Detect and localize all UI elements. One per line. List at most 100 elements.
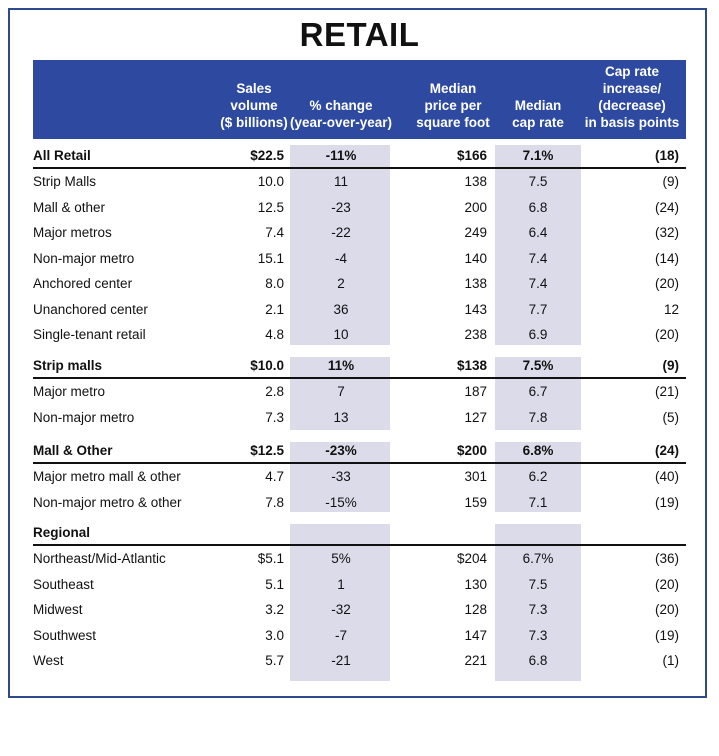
cell-value: 2 <box>337 276 345 291</box>
cell-value: (32) <box>654 225 679 240</box>
column-header-line: Cap rate <box>604 64 660 79</box>
cell-value: 138 <box>464 276 487 291</box>
cell-value: 6.7% <box>522 551 554 566</box>
cell-value: 7.3 <box>265 409 284 425</box>
section-rule <box>33 377 686 379</box>
cell-value: 2.8 <box>265 384 284 399</box>
cell-value: 13 <box>333 409 349 425</box>
cell-value: $204 <box>456 551 487 566</box>
cell-value: 128 <box>464 602 487 617</box>
cell-value: 7.4 <box>528 276 548 291</box>
cell-value: 6.8 <box>528 653 548 668</box>
cell-value: 138 <box>464 174 487 189</box>
column-header-line: % change <box>309 98 373 113</box>
column-header-pct-change: % change (year-over-year) <box>285 97 397 131</box>
table-row: Single-tenant retail 4.8 10 238 6.9 (20) <box>33 322 686 348</box>
cell-value: 7.4 <box>528 250 548 266</box>
cell-value: 10 <box>333 327 349 342</box>
row-label: Southeast <box>33 576 94 592</box>
table-row: Major metro mall & other 4.7 -33 301 6.2 (40) <box>33 464 686 490</box>
column-header-line: square foot <box>416 115 490 130</box>
cap-rate-column-shade <box>495 145 581 681</box>
cell-value: (9) <box>662 174 680 189</box>
cell-value: (5) <box>662 409 680 425</box>
cell-value: 2.1 <box>265 301 284 317</box>
table-row: West 5.7 -21 221 6.8 (1) <box>33 648 686 674</box>
row-label: Midwest <box>33 602 83 617</box>
cell-value: 12 <box>663 301 679 317</box>
cell-value: 7.1 <box>528 494 548 510</box>
row-label: Major metro <box>33 384 106 399</box>
table-row: Strip Malls 10.0 11 138 7.5 (9) <box>33 169 686 195</box>
table-row: Northeast/Mid-Atlantic $5.1 5% $204 6.7% (36) <box>33 546 686 572</box>
cell-value: (36) <box>654 551 679 566</box>
cell-value: 140 <box>464 250 487 266</box>
row-label: Non-major metro <box>33 250 135 266</box>
cell-value: -22 <box>331 225 351 240</box>
cell-value: -23 <box>331 199 351 215</box>
cell-value: -15% <box>325 494 357 510</box>
cell-value: 3.0 <box>265 627 284 643</box>
cell-value: 143 <box>464 301 487 317</box>
section-header-row: Strip malls $10.0 11% $138 7.5% (9) <box>33 353 686 379</box>
cell-value: 6.7 <box>528 384 548 399</box>
column-header-line: price per <box>424 98 482 113</box>
cell-value: (19) <box>654 627 679 643</box>
table-row: Non-major metro 7.3 13 127 7.8 (5) <box>33 405 686 431</box>
row-label: Single-tenant retail <box>33 327 146 342</box>
pct-change-column-shade <box>290 145 390 681</box>
cell-value: (24) <box>654 443 679 458</box>
cell-value: (24) <box>654 199 679 215</box>
cell-value: 5.1 <box>265 576 284 592</box>
cell-value: (14) <box>654 250 679 266</box>
table-row: Mall & other 12.5 -23 200 6.8 (24) <box>33 195 686 221</box>
row-label: Regional <box>33 525 91 540</box>
cell-value: (19) <box>654 494 679 510</box>
cell-value: (9) <box>662 358 680 373</box>
row-label: Strip malls <box>33 358 103 373</box>
cell-value: 7.8 <box>528 409 548 425</box>
cell-value: $22.5 <box>250 148 284 163</box>
row-label: West <box>33 653 64 668</box>
cell-value: 7.5 <box>528 576 548 592</box>
cell-value: -33 <box>331 469 351 484</box>
cell-value: (20) <box>654 276 679 291</box>
cell-value: -32 <box>331 602 351 617</box>
table-frame <box>8 8 707 698</box>
cell-value: 7.7 <box>528 301 548 317</box>
column-header-line: Median <box>514 98 562 113</box>
cell-value: 6.4 <box>528 225 548 240</box>
cell-value: 6.9 <box>528 327 548 342</box>
column-header-line: Sales <box>236 81 272 96</box>
cell-value: 200 <box>464 199 487 215</box>
row-label: All Retail <box>33 148 91 163</box>
cell-value: 1 <box>337 576 345 592</box>
cell-value: -4 <box>334 250 347 266</box>
cell-value: 7.5 <box>528 174 548 189</box>
row-label: Unanchored center <box>33 301 148 317</box>
column-header-line: cap rate <box>512 115 564 130</box>
table-row: Southwest 3.0 -7 147 7.3 (19) <box>33 623 686 649</box>
column-header-line: (year-over-year) <box>289 115 393 130</box>
cell-value: 12.5 <box>257 199 284 215</box>
column-header-line: increase/ <box>602 81 662 96</box>
row-label: Anchored center <box>33 276 133 291</box>
table-row: Non-major metro 15.1 -4 140 7.4 (14) <box>33 246 686 272</box>
section-header-row: Regional <box>33 520 686 546</box>
row-label: Northeast/Mid-Atlantic <box>33 551 166 566</box>
cell-value: 249 <box>464 225 487 240</box>
cell-value: (20) <box>654 602 679 617</box>
column-header-line: ($ billions) <box>220 115 288 130</box>
cell-value: 10.0 <box>257 174 284 189</box>
column-header-line: volume <box>230 98 278 113</box>
column-header-sales-volume: Sales volume ($ billions) <box>205 80 303 131</box>
row-label: Strip Malls <box>33 174 97 189</box>
row-label: Major metros <box>33 225 112 240</box>
row-label: Mall & other <box>33 199 106 215</box>
cell-value: $200 <box>456 443 487 458</box>
cell-value: 5.7 <box>265 653 284 668</box>
cell-value: -21 <box>331 653 351 668</box>
cell-value: -23% <box>325 443 357 458</box>
cell-value: (18) <box>654 148 679 163</box>
cell-value: 11% <box>327 358 355 373</box>
